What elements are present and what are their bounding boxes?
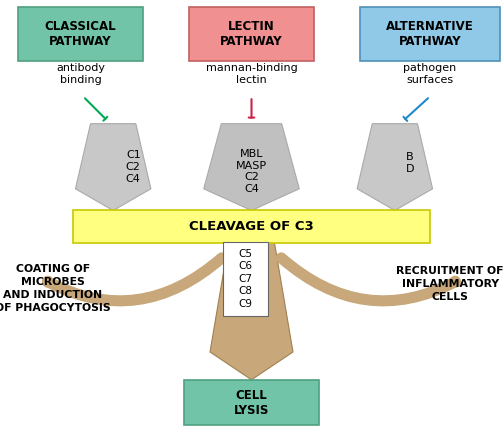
Text: COATING OF
MICROBES
AND INDUCTION
OF PHAGOCYTOSIS: COATING OF MICROBES AND INDUCTION OF PHA… [0, 264, 111, 313]
FancyBboxPatch shape [184, 380, 319, 425]
Text: ALTERNATIVE
PATHWAY: ALTERNATIVE PATHWAY [386, 20, 474, 48]
Text: B
D: B D [406, 152, 414, 174]
Polygon shape [204, 124, 299, 210]
FancyBboxPatch shape [18, 7, 143, 61]
Text: MBL
MASP
C2
C4: MBL MASP C2 C4 [236, 149, 267, 194]
Text: CLASSICAL
PATHWAY: CLASSICAL PATHWAY [45, 20, 116, 48]
Polygon shape [357, 124, 433, 210]
FancyBboxPatch shape [189, 7, 314, 61]
FancyArrowPatch shape [47, 258, 222, 301]
Text: mannan-binding
lectin: mannan-binding lectin [206, 63, 297, 85]
Polygon shape [75, 124, 151, 210]
FancyBboxPatch shape [360, 7, 500, 61]
Text: RECRUITMENT OF
INFLAMMATORY
CELLS: RECRUITMENT OF INFLAMMATORY CELLS [396, 266, 503, 302]
FancyBboxPatch shape [223, 242, 268, 316]
Text: pathogen
surfaces: pathogen surfaces [403, 63, 457, 85]
FancyArrowPatch shape [281, 258, 456, 301]
Polygon shape [210, 241, 293, 380]
Text: C5
C6
C7
C8
C9: C5 C6 C7 C8 C9 [238, 249, 252, 309]
FancyBboxPatch shape [73, 210, 430, 243]
Text: antibody
binding: antibody binding [56, 63, 105, 85]
Text: LECTIN
PATHWAY: LECTIN PATHWAY [220, 20, 283, 48]
Text: CLEAVAGE OF C3: CLEAVAGE OF C3 [189, 220, 314, 233]
Text: C1
C2
C4: C1 C2 C4 [126, 151, 141, 184]
Text: CELL
LYSIS: CELL LYSIS [234, 388, 269, 417]
